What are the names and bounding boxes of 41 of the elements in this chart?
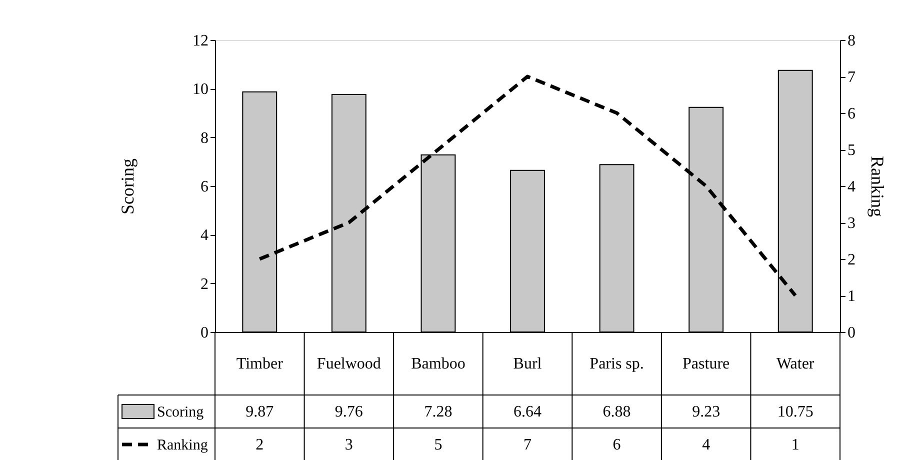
data-label: 6.88 bbox=[602, 404, 631, 420]
y-tick-label: 12 bbox=[192, 32, 208, 50]
x-tick-label: Timber bbox=[236, 356, 284, 372]
y2-tick-label: 8 bbox=[848, 32, 856, 50]
data-label: 10.75 bbox=[777, 404, 814, 420]
y-tick-label: 8 bbox=[200, 130, 208, 147]
x-tick-label: Bamboo bbox=[411, 356, 466, 372]
y2-tick-label: 3 bbox=[848, 215, 856, 232]
data-label: 7.28 bbox=[424, 404, 452, 420]
y-tick-label: 2 bbox=[200, 276, 208, 293]
data-label: 9.76 bbox=[334, 404, 363, 420]
y2-tick-label: 2 bbox=[848, 252, 856, 268]
y-tick-label: 4 bbox=[200, 227, 208, 244]
legend-label: Scoring bbox=[157, 404, 204, 420]
y2-tick-label: 5 bbox=[848, 142, 856, 159]
data-label: 4 bbox=[702, 436, 710, 454]
data-label: 7 bbox=[524, 436, 532, 454]
y2-tick-label: 0 bbox=[848, 324, 856, 342]
data-label: 6 bbox=[612, 436, 621, 454]
y2-tick-label: 4 bbox=[848, 178, 856, 196]
legend-label: Ranking bbox=[157, 438, 208, 454]
data-label: 3 bbox=[344, 436, 353, 454]
data-label: 6.64 bbox=[514, 404, 542, 420]
data-label: 9.23 bbox=[692, 404, 720, 420]
y2-tick-label: 1 bbox=[848, 288, 856, 305]
data-label: 1 bbox=[791, 436, 800, 454]
y-tick-label: 0 bbox=[200, 324, 208, 342]
data-label: 9.87 bbox=[246, 404, 274, 420]
data-label: 2 bbox=[256, 436, 264, 454]
y2-tick-label: 7 bbox=[848, 69, 856, 86]
x-tick-label: Paris sp. bbox=[590, 356, 644, 372]
data-label: 5 bbox=[434, 436, 442, 454]
x-tick-label: Burl bbox=[513, 356, 542, 372]
y2-axis-title: Ranking bbox=[868, 156, 888, 217]
y-tick-label: 6 bbox=[200, 178, 208, 196]
x-tick-label: Pasture bbox=[682, 356, 730, 372]
y2-tick-label: 6 bbox=[848, 106, 856, 122]
y-axis-title: Scoring bbox=[118, 158, 138, 214]
x-tick-label: Water bbox=[776, 356, 815, 372]
y-tick-label: 10 bbox=[192, 81, 208, 98]
x-tick-label: Fuelwood bbox=[316, 356, 381, 372]
